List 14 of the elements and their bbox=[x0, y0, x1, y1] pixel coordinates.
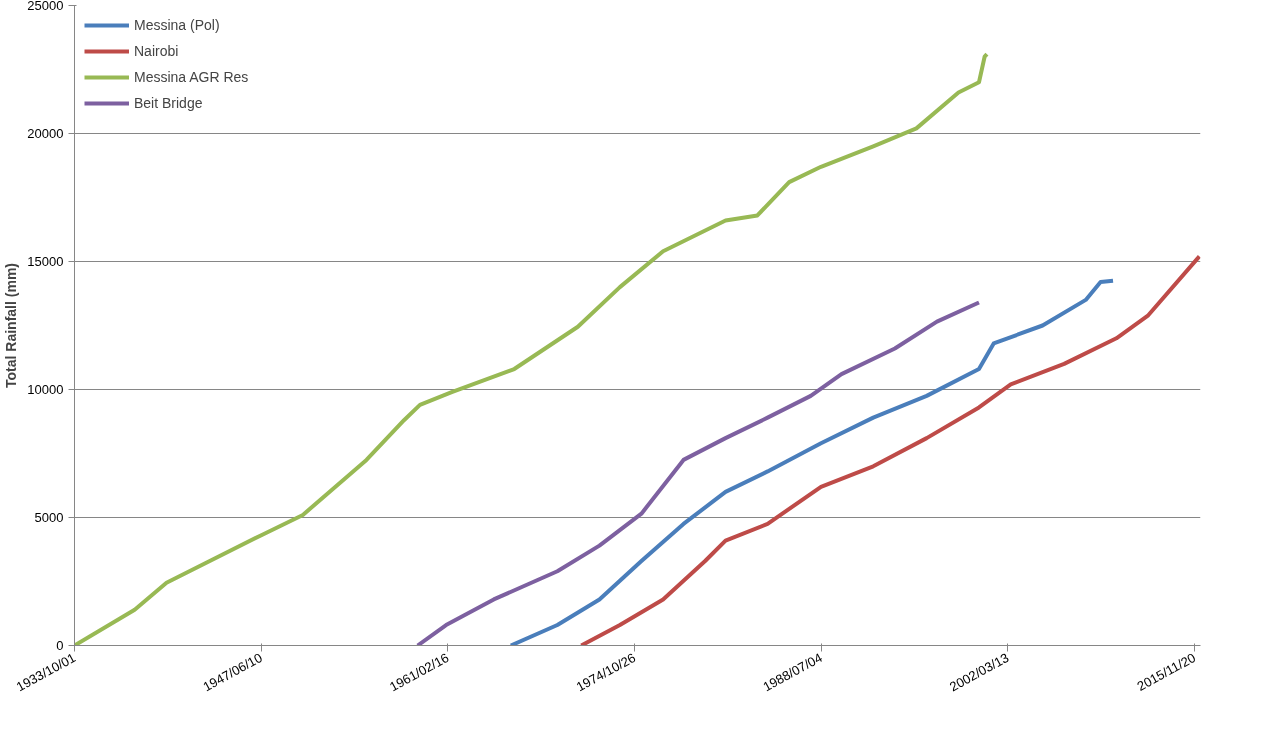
line-series bbox=[415, 300, 981, 646]
line-series bbox=[508, 278, 1116, 646]
y-tick-label: 20000 bbox=[27, 126, 64, 141]
y-tick-label: 5000 bbox=[34, 510, 64, 525]
legend-label: Beit Bridge bbox=[134, 95, 203, 111]
y-tick-label: 15000 bbox=[27, 254, 64, 269]
legend-label: Nairobi bbox=[134, 43, 179, 59]
legend-label: Messina AGR Res bbox=[134, 69, 249, 85]
y-tick-label: 10000 bbox=[27, 382, 64, 397]
y-axis-title: Total Rainfall (mm) bbox=[3, 263, 20, 388]
line-series bbox=[579, 254, 1201, 646]
y-tick-label: 25000 bbox=[27, 0, 64, 13]
legend-label: Messina (Pol) bbox=[134, 17, 220, 33]
y-tick-label: 0 bbox=[56, 638, 64, 653]
